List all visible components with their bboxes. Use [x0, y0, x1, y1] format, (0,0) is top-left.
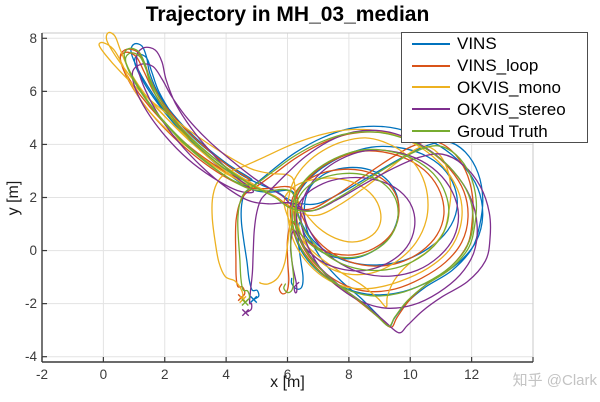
legend-line-sample-okvis-mono [412, 86, 450, 89]
legend-line-sample-vins [412, 42, 450, 45]
legend-entry-vins: VINS [402, 33, 587, 55]
legend-line-sample-okvis-stereo [412, 108, 450, 111]
x-tick-label: 12 [464, 367, 479, 382]
legend-entry-okvis-stereo: OKVIS_stereo [402, 98, 587, 120]
start-marker-groud-truth [241, 298, 249, 306]
legend-label: VINS [457, 34, 497, 54]
legend-label: OKVIS_stereo [457, 99, 566, 119]
x-tick-label: 4 [222, 367, 230, 382]
trajectory-vins [130, 42, 484, 328]
y-tick-label: 0 [29, 243, 37, 258]
x-tick-label: 0 [100, 367, 108, 382]
x-tick-label: 8 [345, 367, 353, 382]
legend-label: OKVIS_mono [457, 77, 561, 97]
y-tick-label: 2 [29, 190, 37, 205]
legend-line-sample-ground-truth [412, 130, 450, 133]
y-tick-label: -2 [25, 296, 37, 311]
legend-label: Groud Truth [457, 121, 548, 141]
legend-line-sample-vins-loop [412, 64, 450, 67]
legend-entry-vins-loop: VINS_loop [402, 55, 587, 77]
trajectory-groud-truth [123, 47, 478, 327]
x-tick-label: 2 [161, 367, 169, 382]
y-tick-label: 8 [29, 31, 37, 46]
y-tick-label: 6 [29, 84, 37, 99]
legend-box: VINS VINS_loop OKVIS_mono OKVIS_stereo G… [401, 32, 588, 143]
legend-entry-ground-truth: Groud Truth [402, 120, 587, 142]
zhihu-watermark: 知乎 @Clark [512, 372, 597, 389]
trajectory-okvis-stereo [131, 46, 492, 334]
legend-entry-okvis-mono: OKVIS_mono [402, 77, 587, 99]
x-axis-label: x [m] [270, 374, 305, 391]
y-tick-label: -4 [25, 349, 37, 364]
x-tick-label: 10 [403, 367, 418, 382]
legend-label: VINS_loop [457, 56, 539, 76]
y-tick-label: 4 [29, 137, 37, 152]
x-tick-label: 6 [284, 367, 292, 382]
start-marker-okvis-stereo [241, 308, 250, 317]
y-axis-label: y [m] [5, 180, 22, 216]
x-tick-label: -2 [36, 367, 48, 382]
start-marker-vins [249, 295, 258, 304]
chart-title: Trajectory in MH_03_median [145, 3, 430, 26]
